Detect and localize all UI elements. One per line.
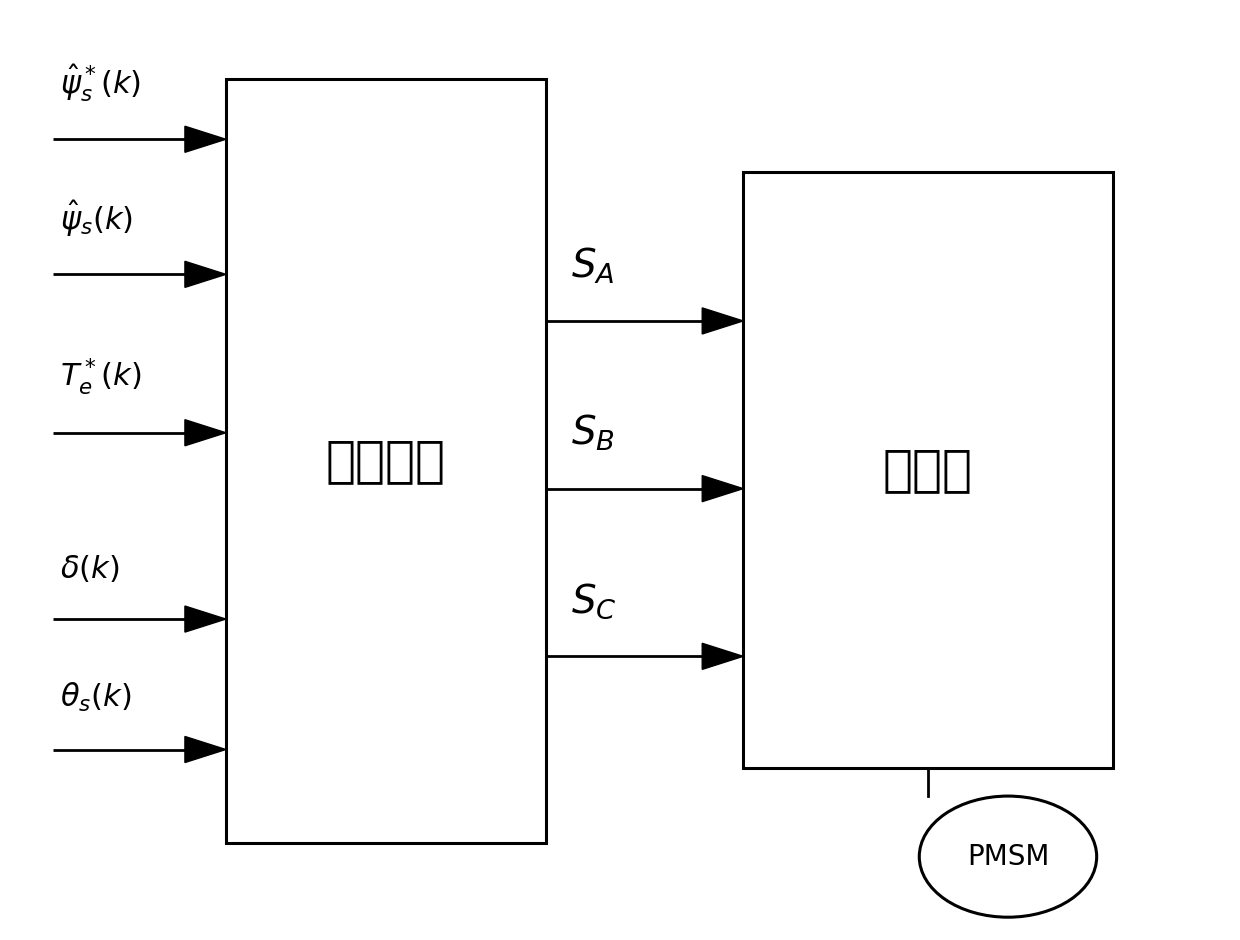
Polygon shape (185, 261, 226, 288)
Text: 预测控制: 预测控制 (326, 437, 446, 485)
Text: $\delta(k)$: $\delta(k)$ (60, 553, 119, 584)
Polygon shape (185, 419, 226, 446)
Text: $\theta_s(k)$: $\theta_s(k)$ (60, 681, 131, 714)
Bar (226, 79, 546, 842)
Text: $\hat{\psi}_s(k)$: $\hat{\psi}_s(k)$ (60, 198, 133, 239)
Text: $\hat{\psi}_s^*(k)$: $\hat{\psi}_s^*(k)$ (60, 62, 140, 103)
Polygon shape (185, 606, 226, 632)
Polygon shape (702, 476, 743, 502)
Text: PMSM: PMSM (967, 842, 1049, 870)
Text: $T_e^*(k)$: $T_e^*(k)$ (60, 356, 141, 398)
Polygon shape (185, 736, 226, 762)
Polygon shape (185, 126, 226, 152)
Ellipse shape (919, 796, 1096, 917)
Polygon shape (702, 308, 743, 334)
Text: $S_C$: $S_C$ (570, 581, 616, 621)
Polygon shape (702, 643, 743, 669)
Bar (743, 172, 1112, 768)
Text: $S_B$: $S_B$ (570, 413, 615, 453)
Text: $S_A$: $S_A$ (570, 245, 614, 286)
Text: 逆变器: 逆变器 (883, 446, 973, 494)
